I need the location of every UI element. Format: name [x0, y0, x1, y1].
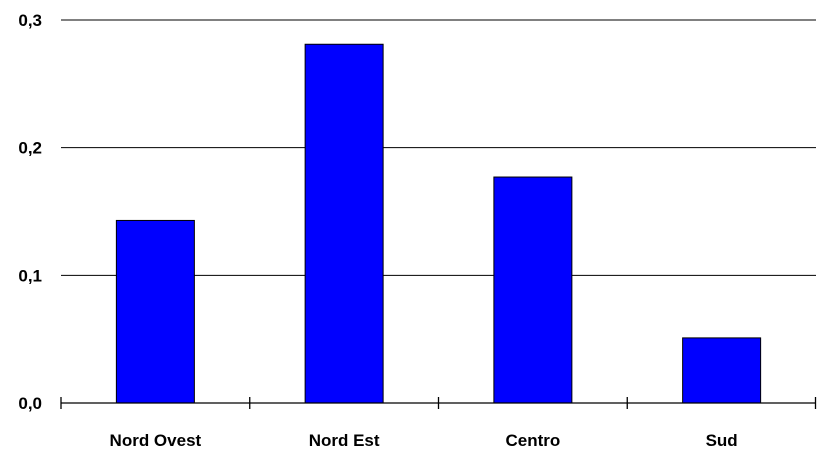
y-tick-label: 0,3 — [18, 11, 42, 30]
y-tick-label: 0,0 — [18, 394, 42, 413]
y-tick-label: 0,1 — [18, 266, 42, 285]
bars — [115, 43, 762, 404]
x-tick-label: Nord Est — [309, 431, 380, 450]
axes — [60, 397, 817, 409]
x-tick-label: Nord Ovest — [110, 431, 202, 450]
bar-sud — [682, 337, 762, 404]
y-tick-label: 0,2 — [18, 139, 42, 158]
bar-centro — [493, 176, 573, 404]
bar-nord-ovest — [115, 219, 195, 404]
x-tick-label: Centro — [505, 431, 560, 450]
bar-nord-est — [304, 43, 384, 404]
x-tick-label: Sud — [706, 431, 738, 450]
tick-labels: 0,0 0,1 0,2 0,3 Nord Ovest Nord Est Centro Sud — [18, 11, 737, 450]
